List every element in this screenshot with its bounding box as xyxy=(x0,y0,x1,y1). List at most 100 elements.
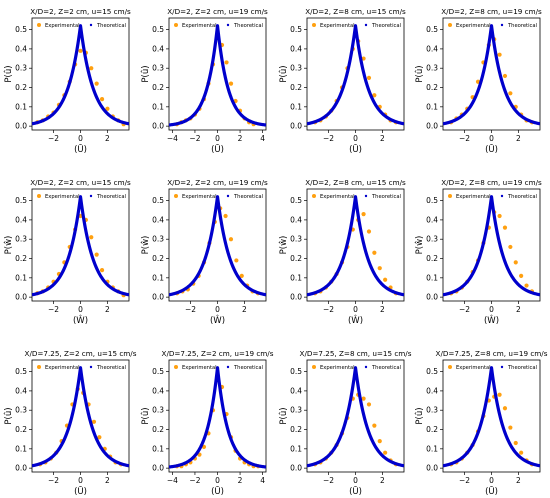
legend-label-theoretical: Theoretical xyxy=(371,365,401,371)
experimental-point xyxy=(228,237,234,242)
theoretical-curve xyxy=(307,195,404,297)
theoretical-curve xyxy=(169,195,266,297)
x-axis-label: (Ŵ) xyxy=(348,314,363,326)
y-axis-label: P(û) xyxy=(141,407,151,424)
x-axis-label: (Ū) xyxy=(74,486,87,497)
legend-marker-experimental xyxy=(312,23,316,27)
y-tick-label: 0.5 xyxy=(152,25,164,34)
y-tick-label: 0.2 xyxy=(15,83,27,92)
y-tick-label: 0.3 xyxy=(152,406,164,415)
y-tick-label: 0.4 xyxy=(15,386,27,395)
y-tick-label: 0.5 xyxy=(290,196,302,205)
y-axis-label: P(û) xyxy=(415,65,425,82)
x-axis-label: (Ŵ) xyxy=(73,314,88,326)
legend-marker-experimental xyxy=(448,194,452,198)
legend-label-theoretical: Theoretical xyxy=(96,23,126,29)
y-tick-label: 0.1 xyxy=(290,273,302,282)
y-tick-label: 0.5 xyxy=(15,367,27,376)
x-axis-label: (Ū) xyxy=(485,486,498,497)
y-tick-label: 0.1 xyxy=(152,273,164,282)
x-tick-label: 0 xyxy=(353,476,358,485)
y-tick-label: 0.0 xyxy=(290,293,302,302)
theoretical-curve xyxy=(443,366,540,468)
legend: Experimental Theoretical xyxy=(174,23,263,29)
y-tick-label: 0.4 xyxy=(15,44,27,53)
x-tick-label: 2 xyxy=(105,476,110,485)
y-tick-label: 0.1 xyxy=(290,444,302,453)
y-axis-label: P(ŵ) xyxy=(279,236,289,255)
x-tick-label: 0 xyxy=(215,134,220,143)
y-tick-label: 0.1 xyxy=(15,273,27,282)
legend-marker-experimental xyxy=(448,365,452,369)
x-tick-label: 2 xyxy=(238,476,243,485)
legend: Experimental Theoretical xyxy=(312,365,401,371)
experimental-point xyxy=(89,235,94,240)
experimental-point xyxy=(513,440,518,446)
x-tick-label: 2 xyxy=(242,305,247,314)
legend-label-experimental: Experimental xyxy=(456,365,491,371)
experimental-point xyxy=(78,48,83,53)
legend-label-theoretical: Theoretical xyxy=(233,365,263,371)
y-tick-label: 0.5 xyxy=(426,367,438,376)
experimental-point xyxy=(372,93,377,98)
experimental-point xyxy=(519,450,524,455)
y-tick-label: 0.0 xyxy=(152,293,164,302)
subplot-title: X/D=2, Z=8 cm, u=19 cm/s xyxy=(441,7,542,16)
y-tick-label: 0.0 xyxy=(426,293,438,302)
subplot: X/D=2, Z=2 cm, u=15 cm/s 0.0 0.1 0.2 0.3 0.4 0… xyxy=(4,7,131,155)
y-tick-label: 0.4 xyxy=(152,215,164,224)
x-tick-label: −2 xyxy=(48,134,59,143)
experimental-point xyxy=(366,402,372,407)
experimental-point xyxy=(99,268,105,273)
y-tick-label: 0.3 xyxy=(426,64,438,73)
experimental-point xyxy=(223,213,228,219)
y-tick-label: 0.2 xyxy=(152,425,164,434)
y-tick-label: 0.2 xyxy=(426,425,438,434)
legend-label-theoretical: Theoretical xyxy=(233,23,263,29)
x-tick-label: 2 xyxy=(380,476,385,485)
experimental-point xyxy=(377,266,382,271)
y-tick-label: 0.3 xyxy=(426,406,438,415)
legend-label-theoretical: Theoretical xyxy=(96,365,126,371)
y-tick-label: 0.4 xyxy=(152,386,164,395)
y-tick-label: 0.2 xyxy=(290,254,302,263)
y-axis-label: P(û) xyxy=(4,65,14,82)
subplot: X/D=7.25, Z=2 cm, u=15 cm/s 0.0 0.1 0.2 0.3 0… xyxy=(4,349,137,497)
x-tick-label: 0 xyxy=(78,134,83,143)
y-tick-label: 0.1 xyxy=(290,102,302,111)
legend-marker-theoretical xyxy=(226,194,230,198)
y-axis-label: P(û) xyxy=(279,65,289,82)
y-tick-label: 0.4 xyxy=(426,386,438,395)
x-axis-label: (Ŵ) xyxy=(210,314,225,326)
x-tick-label: −2 xyxy=(459,476,470,485)
y-axis-label: P(ŵ) xyxy=(415,236,425,255)
x-axis-label: (Ū) xyxy=(74,144,87,155)
y-axis-label: P(û) xyxy=(4,407,14,424)
experimental-point xyxy=(497,392,502,397)
x-tick-label: −2 xyxy=(323,305,334,314)
legend-label-experimental: Experimental xyxy=(182,23,217,29)
experimental-point xyxy=(366,75,372,80)
experimental-point xyxy=(105,106,110,111)
theoretical-curve xyxy=(307,24,404,126)
y-tick-label: 0.0 xyxy=(15,464,27,473)
experimental-point xyxy=(91,419,97,424)
legend-label-theoretical: Theoretical xyxy=(507,194,537,200)
subplot: X/D=2, Z=2 cm, u=19 cm/s 0.0 0.1 0.2 0.3 0.4 0… xyxy=(141,178,268,326)
y-tick-label: 0.1 xyxy=(15,444,27,453)
experimental-point xyxy=(524,283,529,288)
y-tick-label: 0.5 xyxy=(152,367,164,376)
x-tick-label: 2 xyxy=(516,476,521,485)
y-tick-label: 0.4 xyxy=(290,44,302,53)
subplot-title: X/D=7.25, Z=8 cm, u=19 cm/s xyxy=(436,349,548,358)
y-axis-label: P(ŵ) xyxy=(141,236,151,255)
x-tick-label: 0 xyxy=(489,476,494,485)
y-tick-label: 0.0 xyxy=(426,122,438,131)
legend-label-experimental: Experimental xyxy=(45,365,80,371)
experimental-point xyxy=(502,225,508,230)
x-tick-label: 0 xyxy=(489,134,494,143)
y-tick-label: 0.0 xyxy=(290,122,302,131)
y-tick-label: 0.5 xyxy=(15,25,27,34)
legend: Experimental Theoretical xyxy=(448,194,537,200)
experimental-point xyxy=(234,258,239,263)
